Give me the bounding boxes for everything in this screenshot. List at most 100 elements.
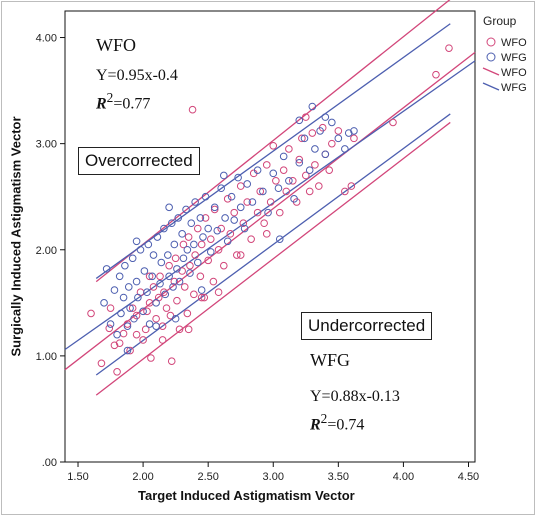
point-wfg	[221, 214, 229, 222]
point-wfg	[110, 286, 119, 294]
data-points	[87, 44, 453, 376]
point-wfo	[175, 325, 184, 334]
point-wfo	[162, 304, 171, 312]
point-wfo	[282, 187, 291, 196]
point-wfo	[180, 283, 189, 291]
point-wfo	[132, 330, 141, 339]
point-wfg	[311, 145, 319, 153]
point-wfg	[190, 240, 198, 249]
point-wfo	[214, 245, 223, 254]
point-wfo	[350, 134, 358, 143]
y-axis-ticks: .00 1.00 2.00 3.00 4.00	[36, 33, 65, 469]
point-wfg	[165, 203, 173, 212]
point-wfg	[186, 269, 194, 277]
point-wfg	[106, 320, 115, 328]
x-tick-label: 2.00	[132, 471, 153, 483]
x-tick-label: 1.50	[67, 471, 88, 483]
point-wfg	[204, 224, 212, 233]
point-wfo	[197, 240, 206, 249]
point-wfo	[288, 176, 297, 185]
point-wfo	[186, 261, 194, 270]
point-wfg	[113, 330, 121, 339]
point-wfg	[300, 134, 309, 143]
point-wfg	[149, 251, 158, 259]
point-wfg	[219, 171, 228, 180]
point-wfg	[167, 219, 176, 228]
point-wfo	[285, 145, 293, 153]
point-wfo	[214, 288, 223, 297]
point-wfo	[233, 251, 241, 259]
point-wfg	[240, 224, 249, 233]
point-wfo	[279, 166, 288, 174]
point-wfg	[295, 158, 304, 167]
point-wfg	[187, 219, 196, 228]
point-wfg	[234, 173, 242, 182]
point-wfo	[184, 233, 193, 241]
point-wfg	[217, 184, 225, 193]
point-wfg	[290, 195, 298, 203]
point-wfo	[315, 182, 323, 190]
x-tick-label: 4.00	[393, 471, 414, 483]
point-wfg	[121, 261, 129, 270]
point-wfo	[239, 219, 248, 228]
point-wfg	[264, 208, 272, 217]
wfo-r2-value: =0.77	[113, 95, 151, 113]
point-wfo	[123, 320, 132, 328]
point-wfg	[134, 293, 142, 302]
point-wfo	[156, 272, 164, 281]
point-wfo	[87, 309, 95, 318]
point-wfg	[341, 145, 349, 153]
wfg-title: WFG	[310, 350, 350, 370]
fit-line-wfg	[95, 23, 451, 279]
point-wfo	[260, 219, 268, 228]
x-axis-label: Target Induced Astigmatism Vector	[138, 488, 355, 503]
point-wfg	[117, 309, 125, 318]
point-wfo	[110, 341, 119, 350]
point-wfo	[139, 336, 147, 344]
point-wfg	[152, 322, 160, 330]
point-wfg	[174, 214, 183, 222]
point-wfg	[321, 113, 330, 121]
point-wfg	[157, 258, 166, 267]
point-wfg	[173, 265, 181, 273]
point-wfo	[171, 254, 180, 263]
point-wfg	[123, 322, 132, 330]
point-wfg	[223, 237, 232, 246]
point-wfo	[223, 195, 232, 203]
y-tick-label: 1.00	[36, 351, 57, 363]
x-tick-label: 2.50	[197, 471, 218, 483]
wfg-equation: Y=0.88x-0.13	[310, 388, 400, 405]
point-wfo	[209, 277, 218, 286]
point-wfg	[210, 203, 219, 212]
point-wfg	[178, 230, 186, 238]
legend-marker-wfo	[486, 37, 496, 47]
point-wfg	[130, 314, 138, 323]
point-wfg	[153, 233, 162, 241]
point-wfg	[152, 299, 160, 307]
point-wfo	[128, 304, 137, 312]
point-wfo	[197, 293, 206, 302]
point-wfo	[262, 230, 271, 238]
point-wfg	[165, 272, 173, 281]
point-wfo	[269, 141, 278, 150]
point-wfo	[170, 277, 179, 286]
point-wfg	[230, 216, 239, 224]
point-wfo	[152, 314, 160, 323]
wfo-equation: Y=0.95x-0.4	[96, 67, 178, 84]
point-wfo	[311, 161, 319, 169]
point-wfg	[274, 184, 283, 193]
y-tick-label: .00	[42, 457, 57, 469]
point-wfg	[275, 235, 284, 243]
point-wfo	[143, 307, 151, 316]
point-wfg	[126, 304, 134, 312]
x-tick-label: 3.00	[263, 471, 284, 483]
point-wfo	[247, 235, 255, 243]
wfg-r-squared: R2=0.74	[310, 411, 364, 434]
point-wfg	[145, 320, 154, 328]
point-wfg	[148, 272, 157, 281]
point-wfg	[170, 240, 179, 249]
point-wfo	[445, 44, 453, 52]
point-wfg	[164, 251, 172, 259]
